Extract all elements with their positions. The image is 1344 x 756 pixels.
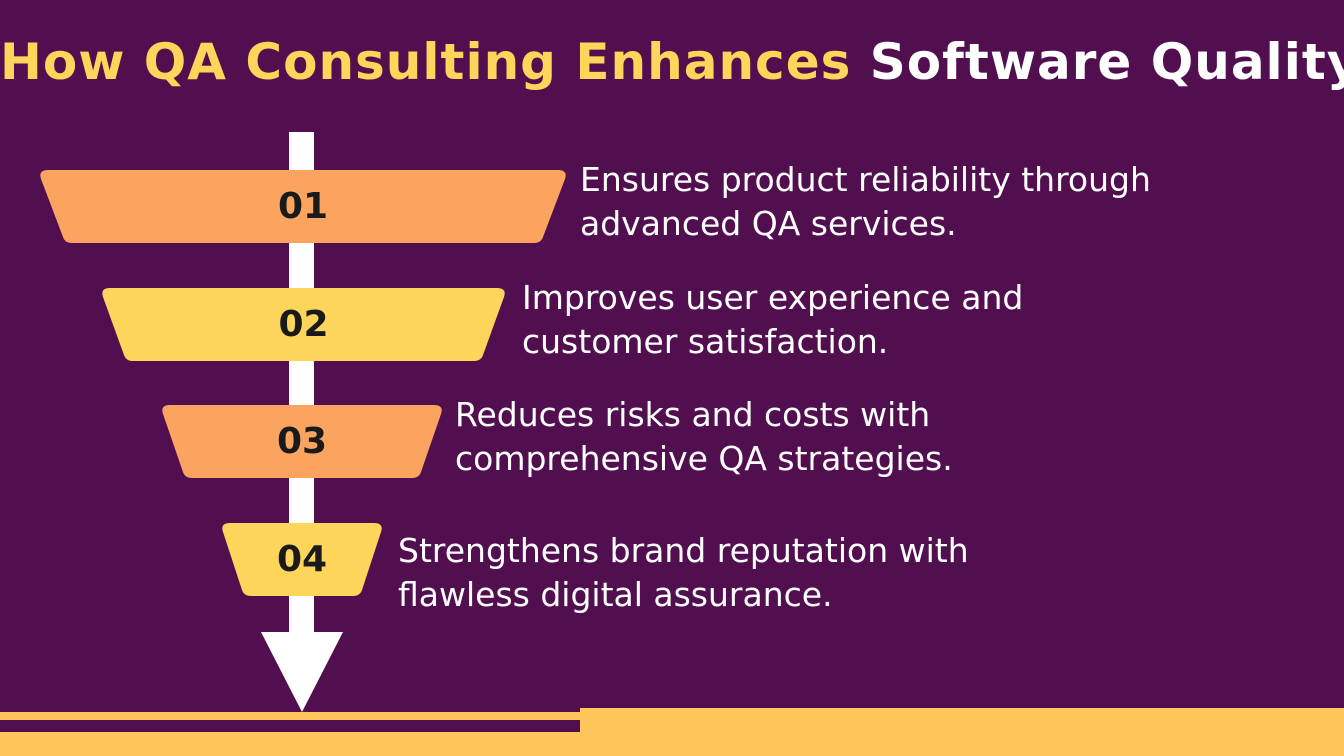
title-part-highlight: How QA Consulting Enhances	[0, 33, 852, 91]
footer-bar-thick	[580, 708, 1344, 756]
step-text-line: Improves user experience and	[522, 278, 1024, 317]
step-text-line: comprehensive QA strategies.	[455, 439, 953, 478]
step-number: 04	[276, 539, 328, 580]
down-arrow-head-icon	[261, 632, 343, 712]
step-text-line: flawless digital assurance.	[398, 575, 833, 614]
step-description-04: Strengthens brand reputation with flawle…	[398, 529, 969, 617]
step-description-01: Ensures product reliability through adva…	[580, 158, 1151, 246]
page-title: How QA Consulting Enhances Software Qual…	[0, 26, 1344, 98]
step-shape-02: 02	[100, 288, 507, 361]
step-text-line: Strengthens brand reputation with	[398, 531, 969, 570]
footer-bar-low	[0, 732, 580, 756]
step-description-02: Improves user experience and customer sa…	[522, 276, 1023, 364]
step-text-line: advanced QA services.	[580, 204, 957, 243]
step-text-line: customer satisfaction.	[522, 322, 889, 361]
footer-bar-thin	[0, 712, 580, 720]
step-text-line: Reduces risks and costs with	[455, 395, 931, 434]
step-shape-01: 01	[38, 170, 568, 243]
step-number: 01	[277, 186, 329, 227]
title-part-white: Software Quality	[869, 33, 1344, 91]
step-number: 03	[276, 421, 328, 462]
step-text-line: Ensures product reliability through	[580, 160, 1151, 199]
step-number: 02	[278, 304, 329, 345]
step-shape-04: 04	[220, 523, 384, 596]
step-shape-03: 03	[160, 405, 444, 478]
step-description-03: Reduces risks and costs with comprehensi…	[455, 393, 953, 481]
